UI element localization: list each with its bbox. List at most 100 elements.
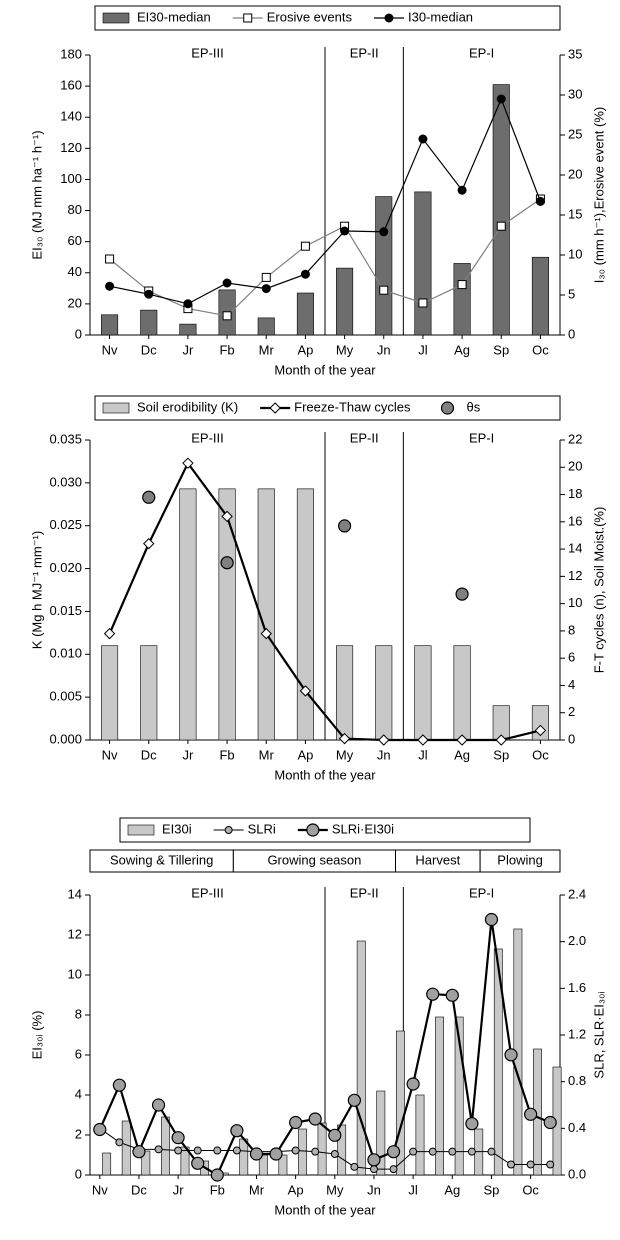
marker [337, 519, 352, 533]
y2-tick-label: 6 [568, 650, 575, 665]
marker [465, 1117, 479, 1131]
legend-label: SLRi·EI30i [332, 821, 394, 836]
x-axis-title: Month of the year [274, 767, 376, 782]
marker [379, 285, 389, 295]
bar [375, 645, 393, 741]
marker [526, 1160, 535, 1169]
marker [484, 912, 499, 927]
y-tick-label: 0.030 [49, 474, 82, 489]
y-tick-label: 14 [68, 886, 82, 901]
marker [457, 280, 467, 290]
marker [230, 1124, 244, 1138]
y-tick-label: 180 [60, 46, 82, 61]
y-tick-label: 120 [60, 140, 82, 155]
x-tick-label: Jn [377, 342, 391, 357]
legend-swatch [127, 824, 155, 836]
x-tick-label: Jl [408, 1182, 418, 1197]
legend-box [94, 395, 561, 421]
phase-label: Plowing [497, 852, 543, 867]
bar [493, 948, 503, 1176]
marker [93, 1122, 107, 1137]
x-tick-label: Oc [532, 342, 549, 357]
marker [409, 1147, 418, 1156]
bar [317, 1122, 327, 1176]
marker [191, 1156, 205, 1170]
line [109, 97, 541, 305]
y-tick-label: 100 [60, 171, 82, 186]
y2-tick-label: 2.4 [568, 886, 586, 901]
x-tick-label: Sp [493, 747, 509, 762]
y-tick-label: 80 [68, 202, 82, 217]
marker [534, 724, 547, 737]
y-tick-label: 0.025 [49, 517, 82, 532]
marker [261, 284, 271, 294]
y2-tick-label: 16 [568, 513, 582, 528]
x-tick-label: Sp [484, 1182, 500, 1197]
phase-label: Harvest [415, 852, 460, 867]
x-axis-title: Month of the year [274, 1202, 376, 1217]
phase-label: Sowing & Tillering [110, 852, 213, 867]
y2-tick-label: 2.0 [568, 933, 586, 948]
marker [448, 1147, 457, 1156]
bar [278, 1154, 288, 1176]
marker [546, 1160, 555, 1169]
marker [379, 227, 389, 237]
y2-tick-label: 8 [568, 622, 575, 637]
marker [220, 556, 234, 570]
bar [414, 645, 432, 741]
y2-tick-label: 0 [568, 326, 575, 341]
period-label: EP-II [350, 45, 379, 60]
bar [336, 645, 354, 741]
marker [417, 734, 429, 746]
y-tick-label: 0.000 [49, 731, 82, 746]
marker [103, 627, 116, 640]
marker [115, 1138, 124, 1147]
legend-label: EI30i [162, 821, 192, 836]
marker [496, 94, 506, 104]
x-tick-label: Jl [418, 747, 428, 762]
marker [182, 457, 194, 469]
y2-tick-label: 20 [568, 166, 582, 181]
y2-axis-title: F-T cycles (n), Soil Moist.(%) [591, 507, 606, 674]
x-tick-label: Fb [210, 1182, 225, 1197]
marker [308, 1112, 322, 1126]
period-label: EP-II [350, 885, 379, 900]
y-tick-label: 0.015 [49, 603, 82, 618]
marker [524, 1107, 538, 1121]
x-tick-label: Ag [454, 747, 470, 762]
y2-axis-title: I₃₀ (mm h⁻¹),Erosive event (%) [591, 107, 606, 283]
marker [487, 1147, 496, 1156]
bar [415, 1094, 425, 1176]
bar [239, 1138, 249, 1176]
x-axis-title: Month of the year [274, 362, 376, 377]
bar [454, 1016, 464, 1176]
y2-tick-label: 35 [568, 46, 582, 61]
y2-tick-label: 2 [568, 704, 575, 719]
marker [386, 1145, 401, 1159]
marker [467, 1147, 476, 1156]
bar [141, 1150, 151, 1176]
marker [311, 1147, 320, 1156]
x-tick-label: Ap [297, 747, 313, 762]
bar [160, 1116, 170, 1176]
y2-tick-label: 14 [568, 541, 582, 556]
y2-tick-label: 10 [568, 595, 582, 610]
marker [330, 1150, 339, 1158]
marker [418, 298, 428, 308]
marker [350, 1162, 359, 1171]
bar [101, 314, 119, 336]
y2-tick-label: 1.6 [568, 980, 586, 995]
marker [154, 1145, 163, 1154]
marker [338, 732, 351, 745]
marker [224, 826, 233, 834]
marker [232, 1146, 241, 1155]
legend-swatch [102, 402, 130, 414]
bar [492, 84, 510, 336]
bar [298, 1128, 307, 1176]
bar [140, 645, 158, 741]
marker [418, 134, 428, 144]
x-tick-label: Mr [259, 747, 275, 762]
bar [453, 263, 471, 336]
x-tick-label: My [336, 747, 354, 762]
legend-label: Freeze-Thaw cycles [294, 399, 411, 414]
